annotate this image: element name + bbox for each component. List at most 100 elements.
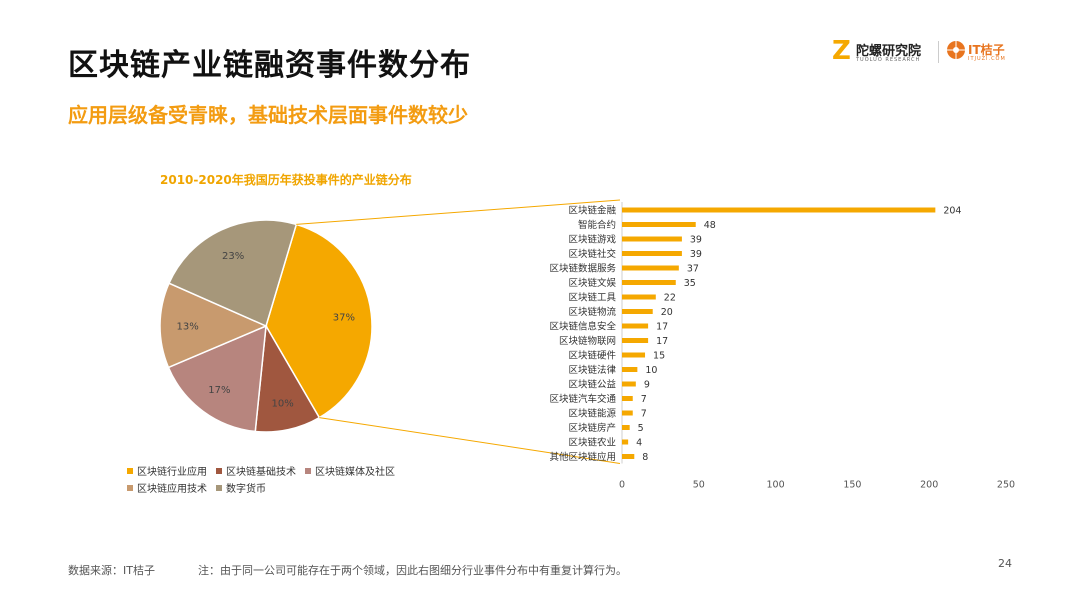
bar: [622, 425, 630, 430]
bar: [622, 236, 682, 242]
bar: [622, 294, 656, 300]
pie-slice: [167, 324, 267, 433]
bar-value-label: 17: [656, 336, 668, 347]
x-tick-label: 150: [843, 480, 861, 491]
x-tick-label: 50: [693, 480, 705, 491]
bar: [622, 381, 636, 387]
pie-slice: [168, 219, 298, 328]
bar-value-label: 5: [638, 423, 644, 434]
legend-item: 区块链行业应用: [127, 463, 207, 478]
bar-category-label: 智能合约: [578, 219, 616, 231]
legend-label: 区块链基础技术: [226, 467, 296, 478]
bar: [622, 396, 633, 401]
bar: [622, 309, 653, 314]
bar-value-label: 48: [704, 220, 716, 231]
bar: [622, 251, 682, 256]
legend-label: 区块链媒体及社区: [315, 467, 395, 478]
bar-category-label: 区块链工具: [568, 292, 616, 304]
bar-category-label: 区块链金融: [568, 205, 616, 217]
bar-category-label: 区块链信息安全: [549, 321, 616, 333]
footnote: 注：由于同一公司可能存在于两个领域，因此右图细分行业事件分布中有重复计算行为。: [198, 564, 627, 577]
tuoluo-logo-name-en: TUOLUO RESEARCH: [856, 57, 921, 63]
connector-line: [319, 417, 621, 464]
legend-row: 区块链应用技术 数字货币: [127, 479, 404, 496]
bar-value-label: 7: [641, 409, 647, 420]
legend-swatch: [216, 484, 222, 491]
pie-slice-label: 13%: [176, 321, 198, 332]
bar-category-label: 区块链房产: [568, 422, 616, 434]
bar: [622, 410, 633, 416]
bar-category-label: 区块链数据服务: [549, 263, 616, 275]
pie-slice-label: 10%: [271, 399, 293, 410]
bar-value-label: 4: [636, 438, 642, 449]
legend-swatch: [127, 467, 133, 474]
pie-slice-label: 17%: [208, 385, 230, 396]
bar-category-label: 区块链社交: [568, 248, 616, 260]
tuoluo-logo-name: 陀螺研究院: [856, 44, 922, 59]
tuoluo-logo-icon: Z: [832, 36, 851, 66]
page-title: 区块链产业链融资事件数分布: [68, 48, 471, 83]
connector-line: [296, 199, 621, 225]
bar-value-label: 20: [661, 307, 673, 318]
page-subtitle: 应用层级备受青睐，基础技术层面事件数较少: [68, 103, 468, 127]
bar: [622, 265, 679, 271]
legend-row: 区块链行业应用 区块链基础技术 区块链媒体及社区: [127, 462, 404, 479]
legend-item: 区块链媒体及社区: [305, 463, 395, 478]
bar-value-label: 35: [684, 278, 696, 289]
bar-category-label: 区块链文娱: [568, 277, 616, 289]
pie-slice-label: 37%: [333, 313, 355, 324]
bar-category-label: 区块链硬件: [568, 350, 616, 362]
page-number: 24: [998, 557, 1012, 570]
bar: [622, 454, 635, 459]
legend-swatch: [127, 484, 133, 491]
bar-value-label: 204: [943, 206, 961, 217]
legend-swatch: [305, 467, 311, 474]
bar-value-label: 10: [645, 365, 657, 376]
bar-category-label: 区块链能源: [568, 408, 616, 420]
legend-item: 区块链应用技术: [127, 480, 207, 495]
bar-category-label: 区块链农业: [568, 437, 616, 449]
x-tick-label: 250: [997, 480, 1015, 491]
bar: [622, 207, 936, 213]
x-tick-label: 100: [767, 480, 785, 491]
bar-value-label: 37: [687, 264, 699, 275]
pie-slice-label: 23%: [222, 251, 244, 262]
bar-category-label: 区块链法律: [568, 364, 616, 376]
bar: [622, 222, 696, 227]
legend-swatch: [216, 467, 222, 474]
bar-category-label: 区块链物联网: [559, 335, 616, 347]
bar-category-label: 其他区块链应用: [549, 451, 616, 463]
bar-value-label: 15: [653, 351, 665, 362]
bar: [622, 280, 676, 285]
pie-slice: [159, 282, 268, 369]
bar: [622, 323, 649, 329]
bar-value-label: 39: [690, 235, 702, 246]
bar: [622, 367, 638, 372]
bar-value-label: 39: [690, 249, 702, 260]
itjuzi-logo-name-en: ITJUZI.COM: [968, 56, 1006, 62]
itjuzi-logo-icon: [947, 41, 965, 59]
bar: [622, 439, 629, 445]
bar-value-label: 17: [656, 322, 668, 333]
legend-label: 数字货币: [226, 484, 266, 495]
x-tick-label: 200: [920, 480, 938, 491]
bar-value-label: 8: [642, 452, 648, 463]
legend-label: 区块链应用技术: [137, 484, 207, 495]
bar: [622, 352, 646, 358]
bar-value-label: 7: [641, 394, 647, 405]
pie-chart-title: 2010-2020年我国历年获投事件的产业链分布: [160, 173, 412, 187]
pie-legend: 区块链行业应用 区块链基础技术 区块链媒体及社区 区块链应用技术 数字货币: [127, 462, 404, 496]
bar-category-label: 区块链公益: [568, 379, 616, 391]
bar-category-label: 区块链物流: [568, 306, 616, 318]
legend-item: 数字货币: [216, 480, 266, 495]
legend-label: 区块链行业应用: [137, 467, 207, 478]
data-source: 数据来源：IT桔子: [68, 564, 155, 577]
bar-category-label: 区块链汽车交通: [549, 393, 616, 405]
itjuzi-logo-name: IT桔子: [968, 43, 1005, 57]
bar-value-label: 22: [664, 293, 676, 304]
pie-slice: [265, 223, 373, 419]
logo-divider: [938, 41, 939, 63]
bar: [622, 338, 649, 343]
bar-value-label: 9: [644, 380, 650, 391]
